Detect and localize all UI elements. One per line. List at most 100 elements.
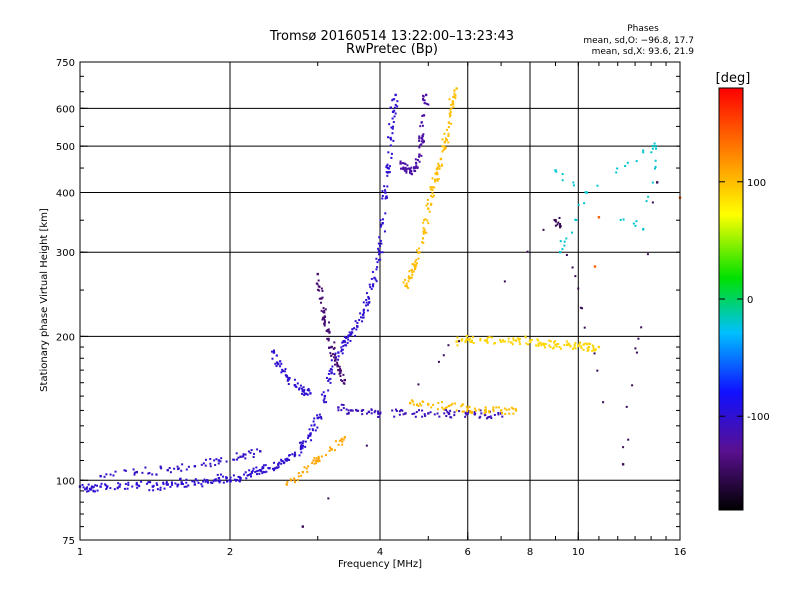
- trace-6-echo: [428, 210, 431, 213]
- trace-0-echo: [82, 486, 85, 489]
- trace-3-echo: [418, 139, 421, 142]
- trace-8-echo: [460, 405, 463, 408]
- trace-11-echo: [653, 167, 656, 170]
- trace-0-echo: [255, 466, 258, 469]
- trace-5-echo: [322, 307, 325, 310]
- trace-3-echo: [418, 137, 421, 140]
- trace-5-echo: [339, 375, 342, 378]
- trace-6-echo: [422, 221, 425, 224]
- trace-6-echo: [452, 103, 455, 106]
- trace-0-point-10: [217, 477, 221, 480]
- trace-7-echo: [586, 350, 589, 353]
- trace-2-echo: [275, 361, 278, 364]
- trace-0-echo: [229, 479, 232, 482]
- trace-7-echo: [518, 343, 521, 346]
- trace-0-echo: [394, 103, 397, 106]
- trace-11-echo: [577, 203, 580, 206]
- trace-0-echo: [329, 381, 332, 384]
- trace-11-echo: [615, 171, 618, 174]
- trace-0-echo: [212, 480, 215, 483]
- trace-7-echo: [466, 335, 469, 338]
- trace-8-echo: [412, 403, 415, 406]
- trace-9-point-0: [285, 483, 288, 486]
- trace-11: [554, 142, 658, 254]
- trace-7-echo: [592, 349, 595, 352]
- trace-6-echo: [445, 139, 448, 142]
- trace-0-echo: [280, 458, 283, 461]
- trace-7-echo: [580, 345, 583, 348]
- trace-1-echo: [347, 411, 350, 414]
- trace-8-echo: [470, 412, 473, 415]
- trace-0-echo: [304, 440, 307, 443]
- trace-1-echo: [393, 415, 396, 418]
- trace-0-echo: [387, 136, 390, 139]
- trace-7-echo: [537, 344, 540, 347]
- trace-6-echo: [443, 132, 446, 135]
- trace-6-echo: [454, 94, 457, 97]
- trace-7-echo: [544, 346, 547, 349]
- trace-0-echo: [351, 328, 354, 331]
- trace-11-echo: [635, 160, 638, 163]
- trace-6-echo: [415, 258, 418, 261]
- trace-9-echo: [315, 457, 318, 460]
- trace-0-echo: [322, 391, 325, 394]
- y-tick-label: 750: [56, 58, 75, 69]
- trace-4-echo: [200, 463, 203, 466]
- trace-0-echo: [207, 481, 210, 484]
- trace-8-echo: [495, 406, 498, 409]
- trace-3-echo: [399, 167, 402, 170]
- trace-6-echo: [404, 278, 407, 281]
- trace-6-echo: [449, 115, 452, 118]
- trace-0-echo: [291, 453, 294, 456]
- trace-4-echo: [232, 458, 235, 461]
- trace-7-echo: [582, 343, 585, 346]
- trace-0-echo: [378, 236, 381, 239]
- trace-9-echo: [293, 481, 296, 484]
- trace-5-echo: [316, 288, 319, 291]
- trace-7-echo: [592, 347, 595, 350]
- trace-0-echo: [385, 171, 388, 174]
- trace-7-echo: [486, 336, 489, 339]
- trace-2-echo: [298, 387, 301, 390]
- trace-0-echo: [254, 470, 257, 473]
- trace-0-echo: [219, 479, 222, 482]
- trace-0-echo: [280, 459, 283, 462]
- trace-6-echo: [453, 92, 456, 95]
- trace-8-echo: [500, 412, 503, 415]
- trace-6-echo: [450, 107, 453, 110]
- trace-5-echo: [338, 365, 341, 368]
- trace-0-echo: [222, 481, 225, 484]
- trace-4-echo: [180, 469, 183, 472]
- trace-1-echo: [449, 409, 452, 412]
- trace-7-point-10: [587, 345, 591, 349]
- trace-7-echo: [573, 343, 576, 346]
- trace-6-point-5: [427, 207, 430, 210]
- trace-4-echo: [242, 453, 245, 456]
- trace-7-echo: [574, 347, 577, 350]
- trace-8-point-6: [514, 409, 518, 412]
- trace-12-point-0: [593, 265, 597, 268]
- trace-0-echo: [307, 436, 310, 439]
- trace-8-echo: [510, 406, 513, 409]
- trace-9-echo: [338, 439, 341, 442]
- trace-7-echo: [456, 336, 459, 339]
- trace-5-echo: [322, 317, 325, 320]
- trace-0-echo: [368, 283, 371, 286]
- trace-0-echo: [312, 420, 315, 423]
- trace-4-point-3: [193, 465, 197, 468]
- trace-0-echo: [353, 327, 356, 330]
- trace-0-point-30: [373, 276, 376, 280]
- trace-12: [593, 196, 682, 268]
- trace-7-echo: [507, 340, 510, 343]
- trace-5-echo: [329, 352, 332, 355]
- trace-0-echo: [386, 185, 389, 188]
- trace-0-echo: [170, 482, 173, 485]
- trace-0-echo: [214, 478, 217, 481]
- y-axis-label: Stationary phase Virtual Height [km]: [39, 208, 50, 392]
- trace-4-echo: [242, 454, 245, 457]
- trace-0-echo: [301, 447, 304, 450]
- trace-0-echo: [263, 471, 266, 474]
- trace-10-echo: [640, 326, 643, 329]
- trace-8-echo: [461, 404, 464, 407]
- trace-4-point-1: [135, 470, 138, 474]
